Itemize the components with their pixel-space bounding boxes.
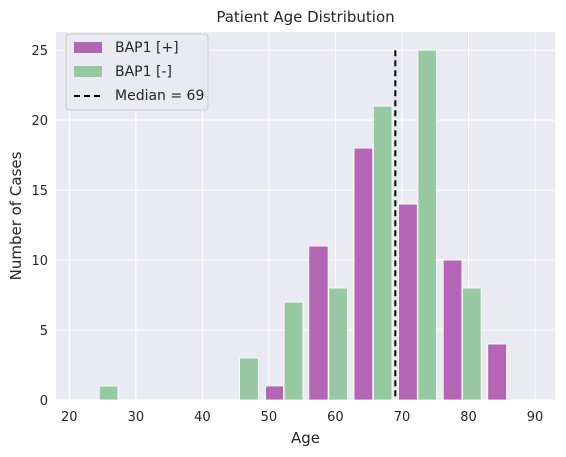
x-tick-label: 40 — [194, 410, 211, 425]
bar-bap1-pos — [265, 385, 284, 401]
legend: BAP1 [+] BAP1 [-] Median = 69 — [65, 33, 209, 111]
x-axis-ticks: 20 30 40 50 60 70 80 90 — [61, 410, 543, 425]
bar-bap1-neg — [239, 357, 259, 401]
bar-bap1-neg — [98, 385, 119, 401]
y-tick-label: 20 — [31, 114, 48, 129]
legend-swatch-bap1-pos — [74, 42, 102, 53]
bar-bap1-neg — [328, 287, 348, 401]
bar-bap1-pos — [442, 259, 463, 401]
x-tick-label: 50 — [261, 410, 278, 425]
y-axis-ticks: 0 5 10 15 20 25 — [31, 44, 48, 409]
x-tick-label: 20 — [61, 410, 78, 425]
legend-label-bap1-pos: BAP1 [+] — [115, 40, 179, 56]
x-tick-label: 60 — [327, 410, 344, 425]
bar-bap1-neg — [462, 287, 482, 401]
y-tick-label: 10 — [31, 254, 48, 269]
bar-bap1-pos — [487, 343, 507, 401]
y-tick-label: 25 — [31, 44, 48, 59]
y-tick-label: 15 — [31, 184, 48, 199]
x-tick-label: 80 — [460, 410, 477, 425]
bar-bap1-pos — [398, 203, 418, 401]
x-tick-label: 90 — [527, 410, 544, 425]
y-tick-label: 0 — [40, 394, 48, 409]
legend-swatch-bap1-neg — [74, 66, 102, 77]
bar-bap1-neg — [417, 49, 437, 401]
legend-label-bap1-neg: BAP1 [-] — [115, 64, 172, 80]
bar-bap1-pos — [353, 147, 374, 401]
y-tick-label: 5 — [40, 324, 48, 339]
bar-bap1-neg — [283, 301, 304, 401]
chart-title: Patient Age Distribution — [216, 8, 394, 26]
bars — [98, 49, 507, 401]
legend-label-median: Median = 69 — [115, 88, 204, 104]
x-axis-label: Age — [291, 429, 320, 447]
x-tick-label: 70 — [394, 410, 411, 425]
bar-bap1-pos — [308, 245, 329, 401]
y-axis-label: Number of Cases — [7, 151, 25, 280]
x-tick-label: 30 — [128, 410, 145, 425]
bar-bap1-neg — [372, 105, 393, 401]
